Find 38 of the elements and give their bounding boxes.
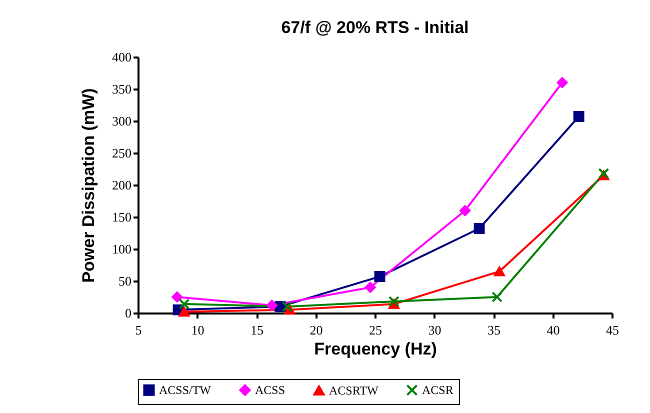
point bbox=[266, 300, 278, 311]
y-tick-label: 200 bbox=[112, 178, 132, 192]
x-tick-label: 10 bbox=[191, 322, 204, 338]
x-tick-label: 25 bbox=[369, 322, 382, 338]
x-tick-label: 35 bbox=[488, 322, 500, 338]
legend-label: ACSRTW bbox=[329, 383, 379, 398]
x-tick-label: 5 bbox=[135, 322, 142, 338]
legend-label: ACSR bbox=[422, 383, 454, 398]
point bbox=[374, 271, 386, 282]
y-tick-label: 350 bbox=[112, 82, 132, 96]
x-tick-label: 45 bbox=[606, 322, 619, 338]
point bbox=[364, 282, 376, 293]
y-tick-label: 50 bbox=[118, 274, 132, 288]
point bbox=[573, 111, 584, 122]
point bbox=[178, 306, 190, 317]
x-axis-title: Frequency (Hz) bbox=[314, 340, 437, 358]
chart-title: 67/f @ 20% RTS - Initial bbox=[281, 18, 469, 37]
point bbox=[178, 298, 190, 310]
y-tick-label: 100 bbox=[112, 242, 132, 256]
point bbox=[494, 266, 505, 276]
point bbox=[460, 205, 471, 216]
x-tick-label: 15 bbox=[250, 322, 264, 338]
point bbox=[172, 292, 183, 302]
legend-label: ACSS/TW bbox=[159, 383, 212, 398]
y-tick-label: 300 bbox=[112, 114, 132, 128]
y-tick-label: 150 bbox=[112, 210, 132, 224]
point bbox=[492, 292, 503, 302]
x-tick-label: 40 bbox=[546, 322, 560, 338]
legend-label: ACSS bbox=[255, 383, 286, 398]
y-axis-title: Power Dissipation (mW) bbox=[79, 88, 98, 283]
y-tick-label: 250 bbox=[112, 146, 132, 160]
y-tick-label: 0 bbox=[125, 306, 132, 320]
point bbox=[556, 77, 568, 88]
x-tick-label: 20 bbox=[310, 322, 323, 338]
y-tick-label: 400 bbox=[112, 50, 132, 64]
point bbox=[474, 223, 485, 234]
point bbox=[282, 301, 293, 312]
x-tick-label: 30 bbox=[428, 322, 442, 338]
